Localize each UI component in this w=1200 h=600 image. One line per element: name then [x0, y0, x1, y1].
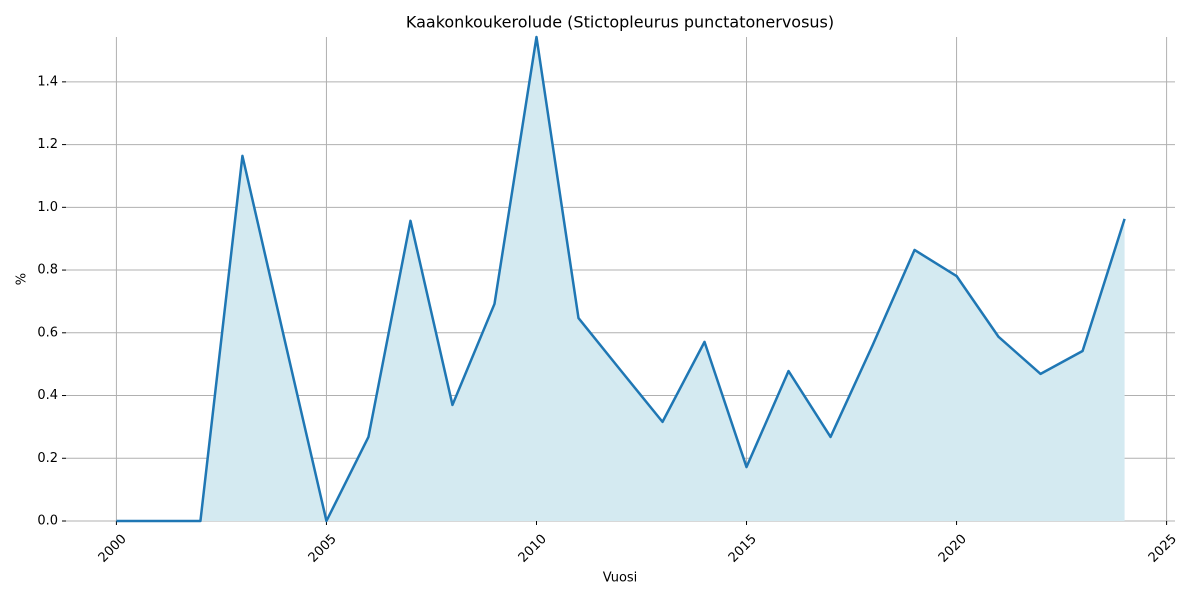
- x-tick-label: 2025: [1146, 532, 1180, 566]
- y-tick-label: 0.8: [37, 263, 58, 278]
- x-tick-label: 2020: [936, 532, 970, 566]
- x-tick-label: 2005: [306, 532, 340, 566]
- y-tick-label: 0.2: [37, 451, 58, 466]
- x-tick-label: 2015: [726, 532, 760, 566]
- y-tick-label: 1.0: [37, 200, 58, 215]
- x-tick-label: 2000: [96, 532, 130, 566]
- line: [116, 35, 1126, 523]
- area: [116, 37, 1125, 521]
- y-axis-label: %: [15, 273, 30, 285]
- y-tick-label: 0.4: [37, 388, 58, 403]
- y-tick-label: 1.2: [37, 137, 58, 152]
- y-tick-label: 1.4: [37, 74, 58, 89]
- y-tick-label: 0.0: [37, 514, 58, 529]
- chart-title: Kaakonkoukerolude (Stictopleurus punctat…: [406, 13, 834, 32]
- x-tick-label: 2010: [516, 532, 550, 566]
- y-tick-label: 0.6: [37, 325, 58, 340]
- x-axis-label: Vuosi: [603, 571, 638, 586]
